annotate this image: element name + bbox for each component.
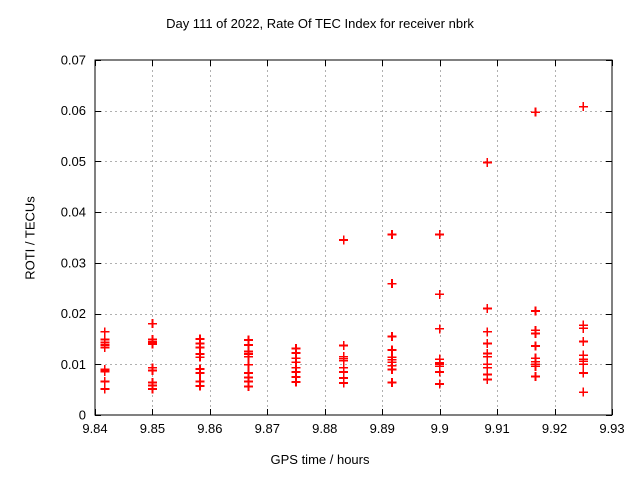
data-point-marker [147,319,157,329]
x-tick-label: 9.92 [542,421,567,436]
data-point-marker [243,360,253,370]
data-point-marker [147,365,157,375]
data-point-marker [578,323,588,333]
data-point-marker [531,306,541,316]
y-tick-label: 0.02 [61,306,86,321]
data-point-marker [339,378,349,388]
data-point-marker [195,368,205,378]
y-tick-label: 0 [79,408,86,423]
y-axis-label: ROTI / TECUs [22,196,38,280]
data-point-marker [100,327,110,337]
data-point-marker [100,343,110,353]
data-point-marker [531,371,541,381]
data-point-marker [100,366,110,376]
data-point-marker [435,324,445,334]
x-tick-label: 9.91 [484,421,509,436]
data-point-marker [482,157,492,167]
chart-title: Day 111 of 2022, Rate Of TEC Index for r… [166,16,474,31]
data-point-marker [435,229,445,239]
plot-frame [94,59,613,416]
data-point-marker [147,384,157,394]
data-point-marker [387,229,397,239]
data-point-marker [482,304,492,313]
data-point-marker [578,336,588,346]
y-tick-label: 0.07 [61,53,86,68]
x-tick-label: 9.9 [431,421,449,436]
data-point-marker [578,368,588,378]
data-point-marker [578,359,588,369]
data-point-marker [531,341,541,351]
data-point-marker [482,338,492,348]
data-point-marker [100,384,110,394]
data-point-marker [387,331,397,341]
x-tick-label: 9.93 [599,421,624,436]
data-point-marker [387,378,397,388]
data-point-marker [147,339,157,349]
y-tick-label: 0.05 [61,154,86,169]
data-point-marker [387,279,397,289]
data-point-marker [435,289,445,299]
data-point-marker [195,381,205,391]
y-tick-label: 0.01 [61,357,86,372]
data-point-marker [482,327,492,337]
data-point-marker [482,375,492,384]
data-point-marker [482,352,492,362]
data-point-marker [435,379,445,389]
data-point-marker [243,352,253,362]
data-point-marker [531,328,541,338]
data-point-marker [339,341,349,351]
x-tick-label: 9.88 [312,421,337,436]
x-tick-label: 9.86 [197,421,222,436]
x-axis-label: GPS time / hours [270,452,370,467]
data-point-marker [339,235,349,245]
x-tick-label: 9.87 [255,421,280,436]
data-point-marker [291,377,301,387]
data-point-marker [387,364,397,374]
y-tick-label: 0.04 [61,205,86,220]
data-point-marker [578,387,588,397]
x-tick-label: 9.84 [82,421,107,436]
data-point-marker [531,107,541,117]
x-tick-label: 9.85 [140,421,165,436]
y-tick-label: 0.03 [61,255,86,270]
data-point-marker [195,352,205,362]
data-point-marker [243,382,253,392]
y-tick-label: 0.06 [61,103,86,118]
data-point-marker [531,361,541,371]
data-point-marker [435,367,445,377]
x-tick-label: 9.89 [370,421,395,436]
data-point-marker [100,377,110,387]
data-point-marker [578,102,588,112]
